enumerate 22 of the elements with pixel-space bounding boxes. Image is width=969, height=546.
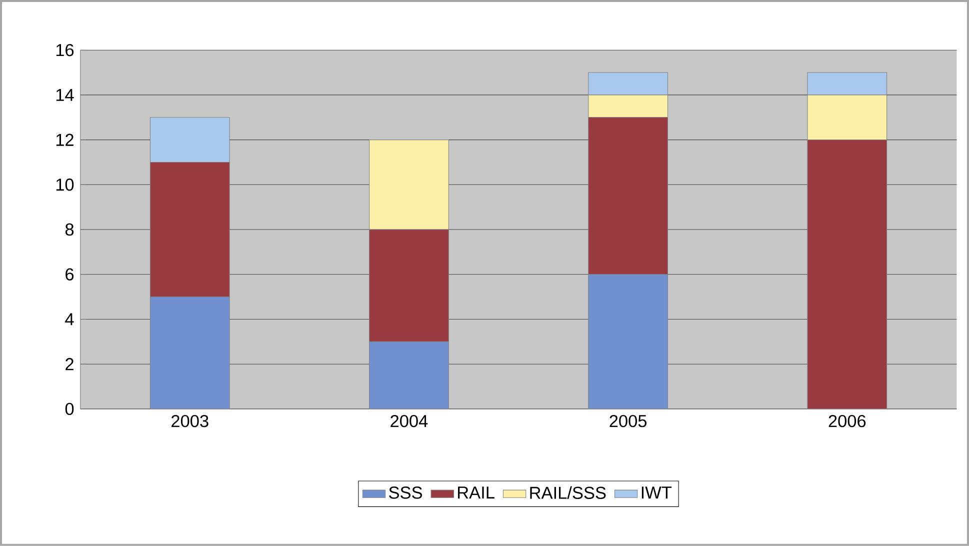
y-tick-label: 12	[56, 134, 74, 146]
y-tick-label: 8	[65, 223, 74, 236]
bar	[150, 162, 230, 298]
y-tick-label: 2	[66, 358, 74, 370]
y-tick-label: 14	[56, 89, 74, 101]
x-tick-label: 2006	[828, 414, 866, 428]
legend-label: RAIL	[458, 486, 494, 499]
x-tick-label: 2003	[172, 414, 208, 428]
x-tick-label: 2004	[390, 414, 428, 428]
bar	[369, 140, 449, 230]
y-tick-label: 4	[65, 313, 74, 326]
y-tick-label: 6	[66, 268, 74, 281]
y-tick-label: 0	[65, 402, 74, 416]
x-tick-label: 2005	[610, 414, 647, 428]
y-tick-label: 10	[56, 178, 74, 191]
bar	[807, 140, 888, 409]
legend-label: SSS	[389, 486, 422, 499]
bar	[588, 117, 668, 275]
legend-label: IWT	[642, 486, 672, 499]
legend-label: RAIL/SSS	[530, 486, 606, 499]
y-tick-label: 16	[56, 44, 74, 56]
bar	[369, 229, 449, 342]
